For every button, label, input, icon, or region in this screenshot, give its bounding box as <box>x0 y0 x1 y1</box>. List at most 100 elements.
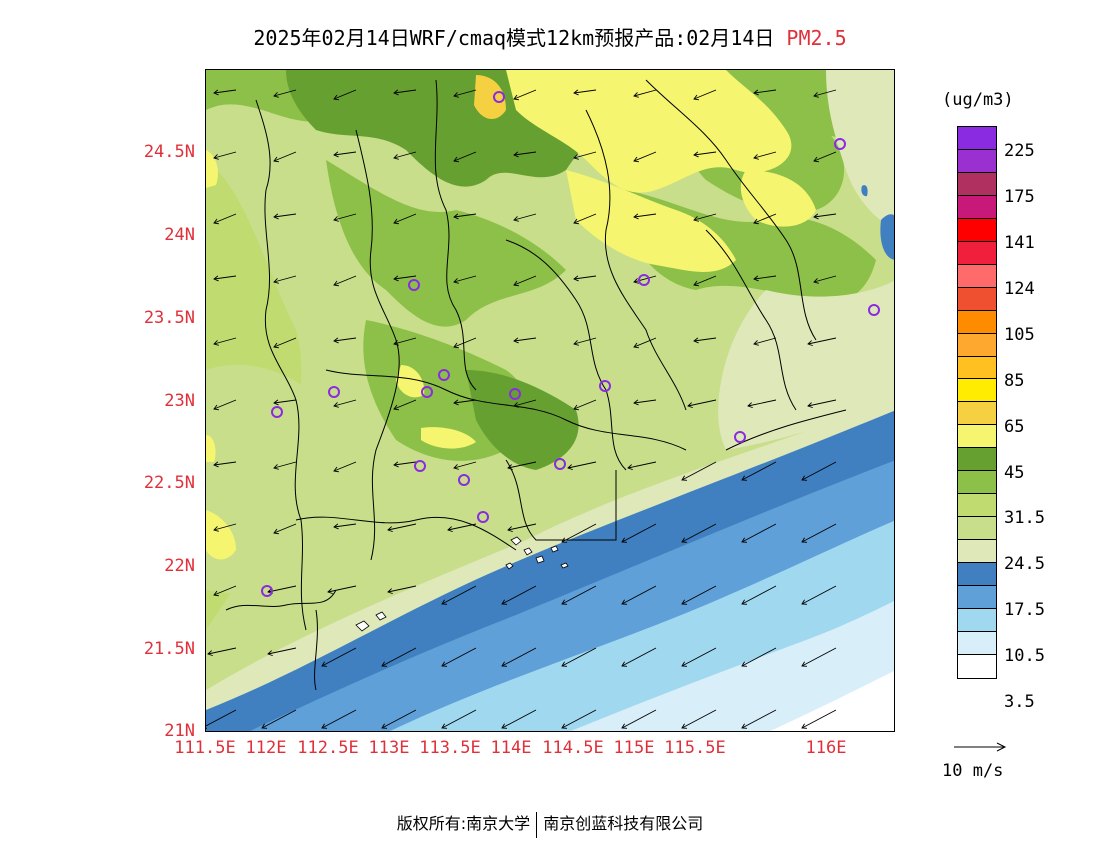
wind-arrow <box>501 647 537 667</box>
wind-arrow-head <box>561 599 568 605</box>
wind-arrow <box>273 523 297 534</box>
wind-arrow <box>213 337 237 345</box>
title-main: 2025年02月14日WRF/cmaq模式12km预报产品:02月14日 <box>253 26 775 50</box>
wind-arrow <box>807 399 837 407</box>
wind-arrow-head <box>801 661 808 667</box>
colorbar-label: 45 <box>1004 463 1025 483</box>
colorbar-label: 124 <box>1004 279 1035 299</box>
colorbar-swatch <box>958 287 996 311</box>
wind-arrow <box>453 399 477 404</box>
wind-arrow-head <box>393 404 400 411</box>
colorbar-label: 31.5 <box>1004 508 1045 528</box>
wind-arrow <box>453 461 477 469</box>
wind-arrow <box>513 151 537 156</box>
wind-arrow <box>393 337 417 345</box>
wind-arrow-head <box>213 590 220 597</box>
wind-arrow <box>801 709 837 729</box>
wind-arrow-head <box>393 275 399 282</box>
wind-arrow <box>621 523 657 543</box>
colorbar-swatch <box>958 609 996 632</box>
wind-arrow <box>681 461 717 481</box>
wind-arrow-head <box>633 399 639 406</box>
lat-label: 23N <box>164 391 195 411</box>
wind-arrow <box>273 151 297 162</box>
wind-arrow-head <box>447 526 453 533</box>
wind-arrow <box>273 275 297 283</box>
wind-arrow <box>813 275 837 283</box>
colorbar-swatch <box>958 241 996 265</box>
wind-arrow-head <box>261 723 268 729</box>
wind-arrow-head <box>753 218 760 225</box>
wind-arrow-head <box>633 342 640 349</box>
wind-arrow-head <box>741 537 748 543</box>
colorbar-swatch <box>958 195 996 219</box>
wind-arrow <box>693 337 717 342</box>
wind-arrow <box>573 275 597 280</box>
lon-label: 114E <box>490 738 532 758</box>
lat-label: 21.5N <box>143 639 195 659</box>
wind-arrow <box>333 89 357 100</box>
lat-label: 22.5N <box>143 473 195 493</box>
wind-arrow <box>513 275 537 286</box>
wind-arrow-head <box>273 464 279 470</box>
wind-arrow <box>753 151 777 159</box>
wind-arrow <box>213 89 237 94</box>
pm25-map[interactable] <box>205 69 895 732</box>
wind-arrow-head <box>213 218 220 225</box>
wind-arrow-head <box>633 156 640 163</box>
wind-arrow-head <box>333 337 339 344</box>
wind-arrow-head <box>453 464 459 470</box>
wind-arrow-head <box>753 154 759 160</box>
colorbar-swatch <box>958 172 996 196</box>
colorbar-label: 175 <box>1004 187 1035 207</box>
wind-arrow <box>801 523 837 543</box>
wind-arrow-head <box>213 526 219 532</box>
wind-arrow-head <box>441 723 448 729</box>
wind-arrow-head <box>273 342 280 349</box>
wind-arrow <box>681 523 717 543</box>
wind-arrow <box>333 523 357 528</box>
wind-arrow-head <box>393 340 399 346</box>
colorbar-swatch <box>958 218 996 242</box>
wind-arrow-head <box>621 599 628 605</box>
wind-arrow-head <box>321 661 328 667</box>
wind-reference-label: 10 m/s <box>942 761 1004 781</box>
wind-arrow <box>321 709 357 729</box>
colorbar-label: 17.5 <box>1004 600 1045 620</box>
wind-arrow <box>573 399 597 410</box>
colorbar-label: 24.5 <box>1004 554 1045 574</box>
wind-arrow-head <box>453 278 459 284</box>
wind-arrow <box>681 709 717 729</box>
wind-arrow-head <box>327 588 333 595</box>
wind-arrow <box>453 275 477 283</box>
colorbar-swatch <box>958 494 996 518</box>
lon-label: 113.5E <box>419 738 481 758</box>
wind-arrow <box>681 585 717 605</box>
colorbar-swatch <box>958 471 996 495</box>
wind-arrow-head <box>333 216 339 222</box>
wind-arrow-head <box>621 661 628 667</box>
wind-arrow-head <box>807 340 813 347</box>
wind-arrow-head <box>573 218 580 225</box>
wind-arrow <box>567 461 597 469</box>
wind-arrow-head <box>393 154 399 160</box>
wind-arrow-head <box>387 588 393 595</box>
lon-label: 115.5E <box>664 738 726 758</box>
wind-arrow <box>681 647 717 667</box>
colorbar-label: 105 <box>1004 325 1035 345</box>
wind-arrow-head <box>213 340 219 346</box>
wind-arrow <box>627 461 657 469</box>
wind-arrow <box>633 399 657 404</box>
wind-arrow-head <box>681 599 688 605</box>
wind-arrow <box>213 399 237 410</box>
colorbar-swatch <box>958 310 996 334</box>
wind-arrow-head <box>561 723 568 729</box>
wind-arrow-head <box>213 461 219 468</box>
wind-arrow-head <box>813 92 819 98</box>
wind-arrow-head <box>681 723 688 729</box>
colorbar-label: 141 <box>1004 233 1035 253</box>
wind-arrow <box>741 709 777 729</box>
wind-arrow <box>813 151 837 162</box>
wind-arrow <box>693 151 717 156</box>
wind-arrow-head <box>687 402 693 409</box>
